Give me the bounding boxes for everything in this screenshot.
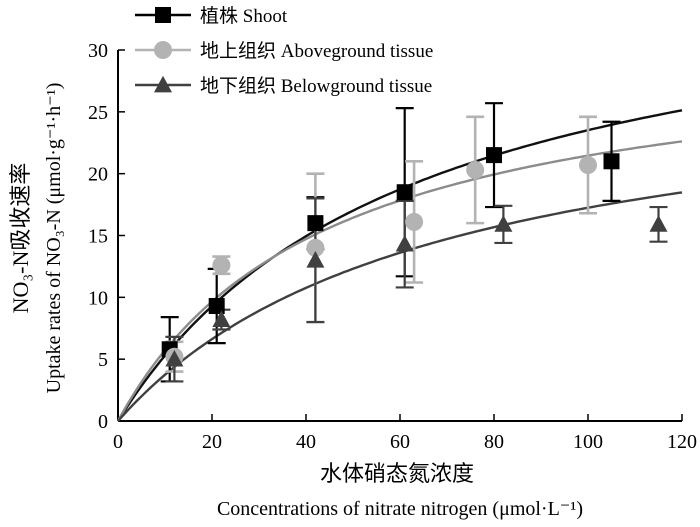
data-point-circle: [306, 238, 325, 257]
axes: 0 20 40 60 80 100 120 0 5 10 15 20 25 30: [88, 40, 697, 453]
data-point-circle: [212, 256, 231, 275]
data-point-triangle: [649, 215, 668, 232]
x-axis-label-zh: 水体硝态氮浓度: [320, 461, 474, 486]
x-tick-label: 40: [296, 431, 316, 453]
legend: 植株 Shoot 地上组织 Aboveground tissue 地下组织 Belo…: [135, 5, 433, 97]
x-tick-label: 100: [573, 431, 603, 453]
x-tick-label: 0: [113, 431, 123, 453]
legend-marker-circle: [154, 41, 172, 59]
legend-marker-triangle: [154, 75, 172, 93]
fit-curve: [117, 191, 683, 422]
y-tick-label: 25: [88, 102, 108, 124]
y-tick-label: 30: [88, 40, 108, 62]
y-tick-label: 20: [88, 164, 108, 186]
fit-curves: [116, 109, 683, 422]
fit-curve: [116, 140, 683, 422]
data-point-triangle: [165, 349, 184, 367]
data-point-triangle: [212, 310, 231, 327]
y-axis-label-zh: NO₃-N吸收速率: [8, 163, 33, 314]
x-tick-label: 80: [484, 431, 504, 453]
data-point-square: [603, 153, 620, 170]
data-point-triangle: [395, 234, 414, 252]
data-markers: [161, 147, 668, 367]
data-point-circle: [466, 160, 485, 179]
fit-curve: [116, 109, 683, 422]
legend-label: 地下组织 Belowground tissue: [200, 75, 432, 97]
y-tick-label: 0: [98, 411, 108, 433]
data-point-square: [208, 297, 225, 314]
y-tick-label: 5: [98, 349, 108, 371]
y-tick-label: 10: [88, 287, 108, 309]
data-point-triangle: [494, 215, 513, 232]
data-point-circle: [579, 156, 597, 175]
legend-label: 地上组织 Aboveground tissue: [200, 40, 433, 62]
error-bars: [160, 102, 668, 383]
x-axis-label-en: Concentrations of nitrate nitrogen (μmol…: [217, 498, 583, 520]
data-point-square: [486, 147, 502, 164]
y-tick-label: 15: [88, 226, 108, 248]
data-point-square: [396, 184, 413, 201]
data-point-square: [307, 215, 324, 232]
data-point-circle: [405, 212, 424, 231]
data-point-triangle: [306, 251, 325, 268]
y-axis-label-en: Uptake rates of NO₃-N (μmol·g⁻¹·h⁻¹): [43, 83, 65, 394]
legend-label: 植株 Shoot: [200, 5, 288, 27]
x-tick-label: 120: [667, 431, 697, 453]
x-tick-label: 60: [390, 431, 410, 453]
x-tick-label: 20: [202, 431, 222, 453]
legend-marker-square: [155, 7, 171, 23]
